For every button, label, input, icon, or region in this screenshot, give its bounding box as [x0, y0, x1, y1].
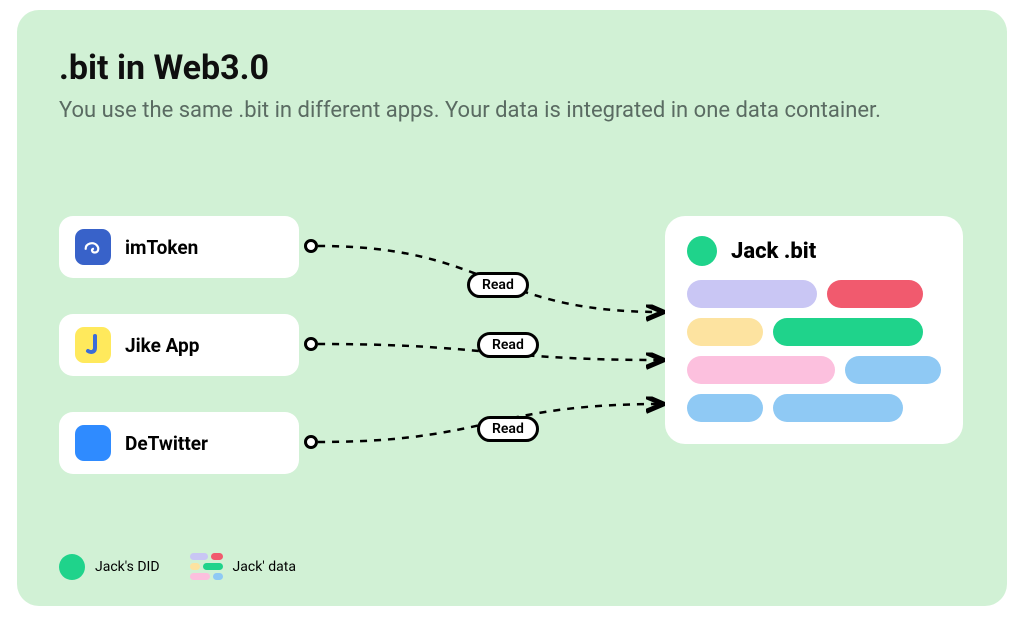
legend: Jack's DID Jack' data [59, 553, 296, 580]
data-pill [827, 280, 923, 308]
data-pill [687, 394, 763, 422]
legend-mini-grid-icon [190, 553, 223, 580]
app-label: imToken [125, 236, 198, 259]
legend-item-did: Jack's DID [59, 554, 160, 580]
connection-origin [304, 337, 318, 351]
legend-label: Jack' data [233, 559, 296, 575]
connection-origin [304, 239, 318, 253]
app-card-detwitter: DeTwitter [59, 412, 299, 474]
legend-item-data: Jack' data [190, 553, 296, 580]
data-container: Jack .bit [665, 216, 963, 444]
read-badge: Read [477, 332, 539, 358]
page-subtitle: You use the same .bit in different apps.… [59, 96, 939, 126]
did-dot-icon [687, 236, 717, 266]
legend-label: Jack's DID [95, 559, 160, 575]
jike-icon [75, 327, 111, 363]
data-pill [687, 280, 817, 308]
app-label: Jike App [125, 334, 199, 357]
legend-did-dot-icon [59, 554, 85, 580]
data-pill [773, 318, 923, 346]
data-pill [845, 356, 941, 384]
data-title: Jack .bit [731, 239, 816, 264]
app-card-imtoken: imToken [59, 216, 299, 278]
page-title: .bit in Web3.0 [59, 48, 269, 88]
read-badge: Read [477, 416, 539, 442]
app-label: DeTwitter [125, 432, 208, 455]
diagram-canvas: .bit in Web3.0 You use the same .bit in … [17, 10, 1007, 606]
data-pill-grid [687, 280, 941, 422]
data-pill [773, 394, 903, 422]
imtoken-icon [75, 229, 111, 265]
detwitter-icon [75, 425, 111, 461]
read-badge: Read [467, 272, 529, 298]
app-card-jike: Jike App [59, 314, 299, 376]
connection-origin [304, 435, 318, 449]
data-pill [687, 318, 763, 346]
data-header: Jack .bit [687, 236, 941, 266]
data-pill [687, 356, 835, 384]
